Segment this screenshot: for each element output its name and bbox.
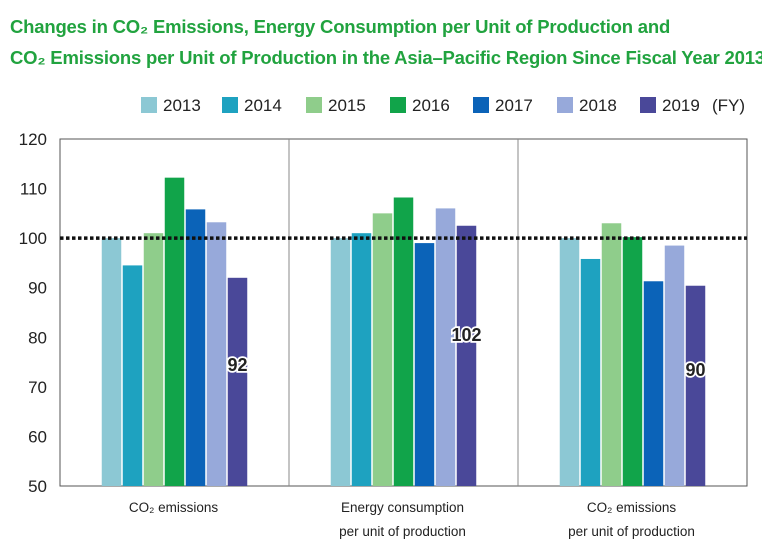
y-tick-label: 60 (28, 427, 47, 446)
bar (206, 222, 227, 486)
bar (351, 233, 372, 486)
legend-swatch (141, 97, 157, 113)
y-tick-label: 100 (19, 229, 47, 248)
legend-label: 2013 (163, 96, 201, 115)
chart-title-line-1: Changes in CO₂ Emissions, Energy Consump… (10, 16, 671, 37)
y-tick-label: 90 (28, 279, 47, 298)
y-tick-label: 50 (28, 477, 47, 496)
bar (643, 281, 664, 486)
legend-label: 2018 (579, 96, 617, 115)
category-label: per unit of production (339, 524, 466, 539)
bar (685, 285, 706, 486)
data-label: 102 (451, 325, 481, 345)
bar (580, 258, 601, 486)
legend-label: 2019 (662, 96, 700, 115)
category-label: per unit of production (568, 524, 695, 539)
legend-swatch (640, 97, 656, 113)
legend-suffix: (FY) (712, 96, 745, 115)
bar (330, 238, 351, 486)
legend-label: 2014 (244, 96, 282, 115)
bar (559, 238, 580, 486)
category-label: CO₂ emissions (129, 500, 219, 515)
y-tick-label: 110 (20, 180, 47, 199)
bar (227, 277, 248, 486)
legend-label: 2017 (495, 96, 533, 115)
bar (601, 223, 622, 486)
data-label: 90 (685, 360, 705, 380)
y-tick-label: 70 (28, 378, 47, 397)
bar (664, 245, 685, 486)
legend-label: 2016 (412, 96, 450, 115)
legend-swatch (222, 97, 238, 113)
chart-title-line-2: CO₂ Emissions per Unit of Production in … (10, 47, 762, 68)
category-label: Energy consumption (341, 500, 464, 515)
category-label: CO₂ emissions (587, 500, 677, 515)
bar (372, 213, 393, 486)
y-tick-label: 120 (19, 130, 47, 149)
bar (435, 208, 456, 486)
legend-swatch (390, 97, 406, 113)
y-tick-label: 80 (28, 328, 47, 347)
bar (622, 237, 643, 486)
bar (393, 197, 414, 486)
bar (101, 238, 122, 486)
bar (143, 233, 164, 486)
bar (122, 265, 143, 486)
legend-swatch (473, 97, 489, 113)
bar (164, 177, 185, 486)
bar (456, 225, 477, 486)
bar (185, 209, 206, 487)
bar (414, 243, 435, 486)
legend-label: 2015 (328, 96, 366, 115)
legend-swatch (306, 97, 322, 113)
legend-swatch (557, 97, 573, 113)
data-label: 92 (227, 355, 247, 375)
